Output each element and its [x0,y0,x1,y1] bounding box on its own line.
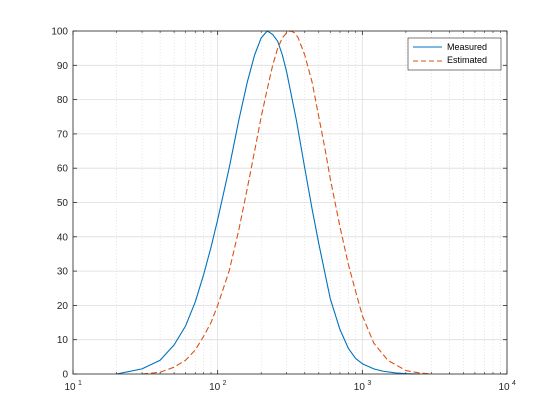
y-tick-label: 100 [51,27,68,38]
x-tick-label-exponent: 1 [78,380,82,387]
x-tick-label-exponent: 2 [223,380,227,387]
y-tick-label: 80 [57,95,69,106]
x-tick-label-exponent: 4 [512,380,516,387]
y-tick-label: 70 [57,129,69,140]
legend-label-measured: Measured [447,42,487,52]
series-line-estimated [141,30,432,375]
x-tick-label: 10 4 [498,380,516,393]
legend-label-estimated: Estimated [447,55,487,65]
y-tick-label: 60 [57,164,69,175]
x-tick-label-base: 10 [64,382,76,393]
x-tick-label: 10 2 [209,380,227,393]
series-line-measured [116,30,420,375]
x-tick-label: 10 3 [354,380,372,393]
x-tick-label-base: 10 [354,382,366,393]
legend-box [407,37,502,71]
axis-ticks [72,30,508,375]
legend: Measured Estimated [407,37,502,71]
series-layer [116,30,432,375]
y-tick-label: 50 [57,198,69,209]
y-tick-label: 30 [57,267,69,278]
y-axis-tick-labels: 0 10 20 30 40 50 60 70 80 90 100 [51,27,68,381]
y-tick-label: 90 [57,61,69,72]
x-axis-tick-labels: 10 1 10 2 10 3 10 4 [64,380,516,393]
y-tick-label: 10 [57,335,69,346]
x-tick-label: 10 1 [64,380,82,393]
x-tick-label-base: 10 [209,382,221,393]
y-tick-label: 40 [57,232,69,243]
x-tick-label-exponent: 3 [367,380,371,387]
y-tick-label: 0 [62,370,68,381]
y-tick-label: 20 [57,301,69,312]
x-tick-label-base: 10 [498,382,510,393]
